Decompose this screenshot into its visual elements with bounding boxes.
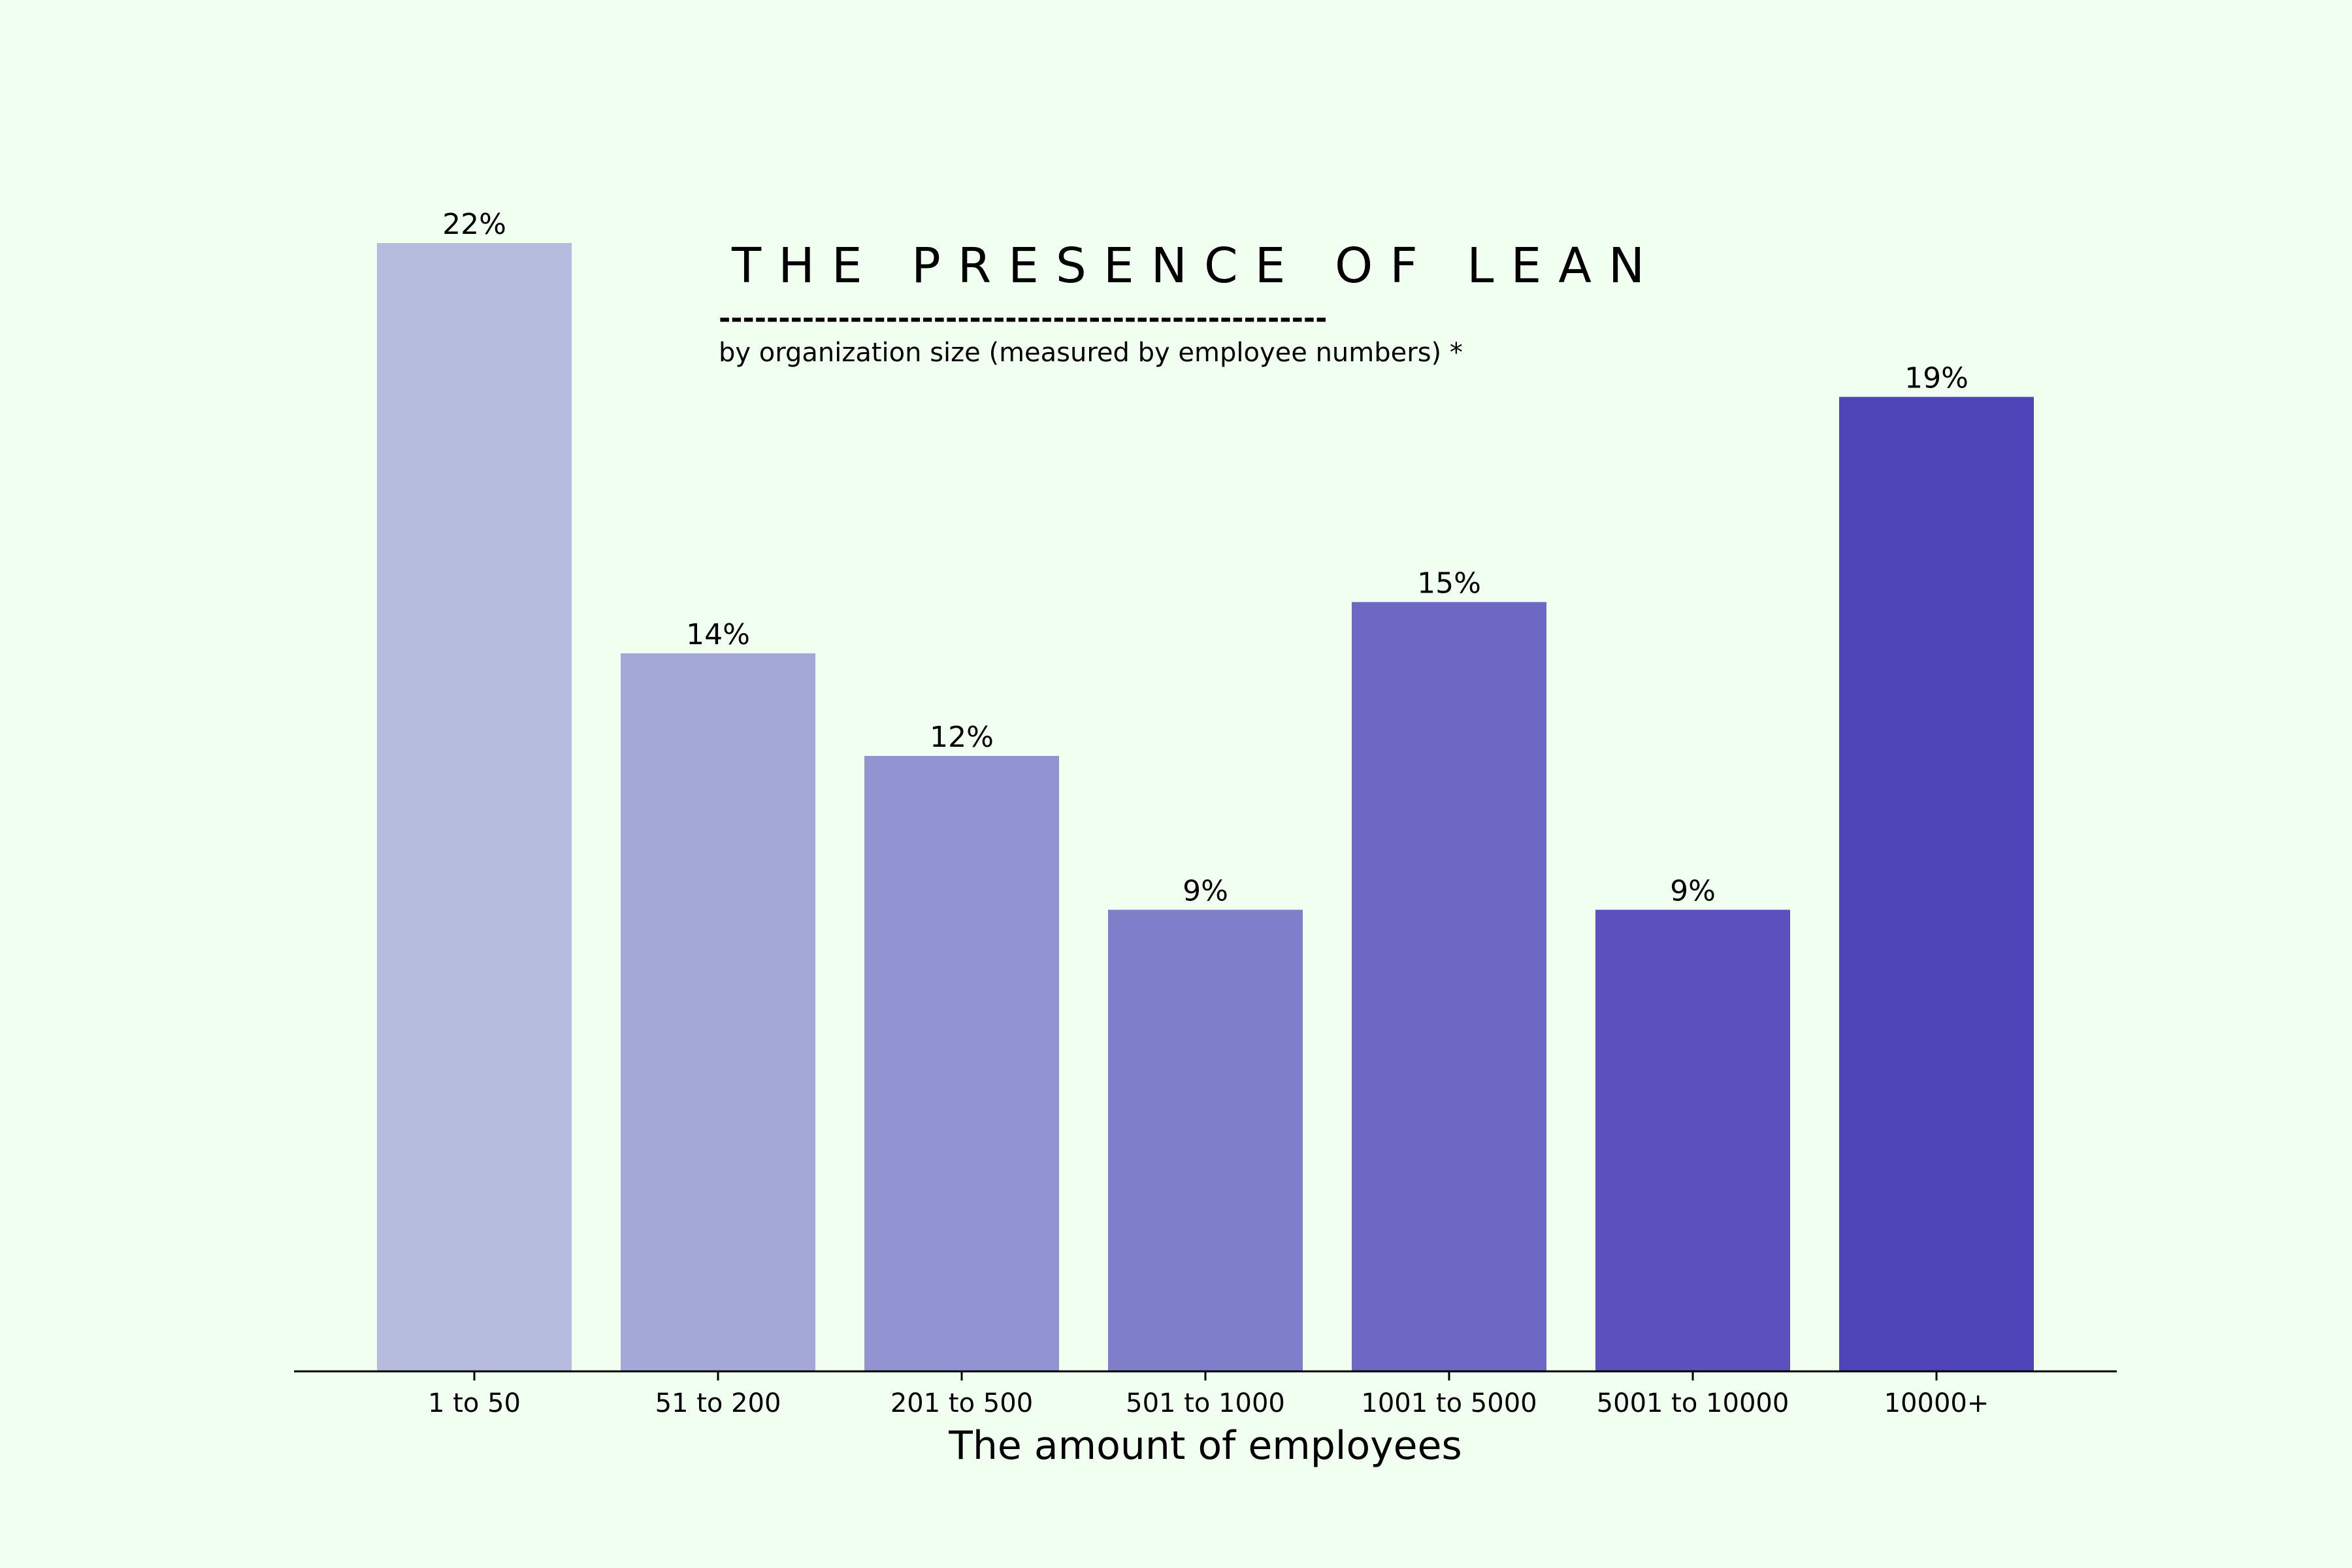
bar-6 xyxy=(1595,909,1790,1371)
x-tick-label: 501 to 1000 xyxy=(1126,1388,1285,1418)
bar-value-label: 15% xyxy=(1417,567,1481,600)
bar-value-label: 12% xyxy=(930,721,994,754)
x-tick-label: 1 to 50 xyxy=(428,1388,521,1418)
value-labels-group: 22% 14% 12% 9% 15% 9% 19% xyxy=(442,208,1968,908)
chart-title-block: THE PRESENCE OF LEAN -------------------… xyxy=(719,242,1661,366)
bars-group xyxy=(377,243,2034,1371)
title-divider: ----------------------------------------… xyxy=(719,302,1328,335)
x-tick-label: 10000+ xyxy=(1884,1388,1989,1418)
bar-7 xyxy=(1839,397,2034,1371)
bar-2 xyxy=(621,653,815,1371)
chart-title: THE PRESENCE OF LEAN xyxy=(732,238,1662,294)
x-tick-label: 1001 to 5000 xyxy=(1361,1388,1537,1418)
x-tick-label: 51 to 200 xyxy=(655,1388,781,1418)
bar-value-label: 14% xyxy=(686,618,750,651)
bar-value-label: 9% xyxy=(1183,875,1228,908)
bar-5 xyxy=(1352,602,1546,1371)
bar-value-label: 19% xyxy=(1904,362,1968,395)
bar-value-label: 9% xyxy=(1670,875,1716,908)
bar-value-label: 22% xyxy=(442,208,506,241)
chart-subtitle: by organization size (measured by employ… xyxy=(719,338,1463,368)
x-axis-label: The amount of employees xyxy=(948,1423,1462,1469)
x-tick-label: 5001 to 10000 xyxy=(1597,1388,1789,1418)
x-tick-label: 201 to 500 xyxy=(890,1388,1033,1418)
bar-1 xyxy=(377,243,572,1371)
x-tick-labels-group: 1 to 50 51 to 200 201 to 500 501 to 1000 100… xyxy=(428,1388,1989,1418)
bar-4 xyxy=(1108,909,1303,1371)
x-ticks-group xyxy=(473,1371,1938,1380)
bar-3 xyxy=(864,756,1059,1371)
